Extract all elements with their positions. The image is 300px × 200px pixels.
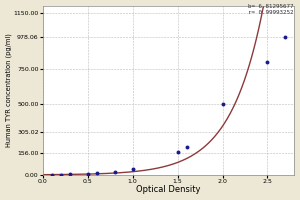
Point (94, 172, 99, 175)
Point (68, 173, 72, 176)
Point (58, 173, 63, 176)
Point (50, 173, 54, 176)
Point (184, 145, 189, 148)
Point (85, 172, 90, 175)
Point (175, 151, 180, 154)
Point (220, 103, 225, 106)
Point (130, 168, 135, 171)
Point (265, 60, 270, 64)
Y-axis label: Human TYR concentration (pg/ml): Human TYR concentration (pg/ml) (6, 33, 12, 147)
Point (283, 35, 288, 38)
Point (112, 170, 117, 173)
Text: b= 6.81295677
r= 0.99993252: b= 6.81295677 r= 0.99993252 (248, 4, 294, 15)
X-axis label: Optical Density: Optical Density (136, 185, 201, 194)
